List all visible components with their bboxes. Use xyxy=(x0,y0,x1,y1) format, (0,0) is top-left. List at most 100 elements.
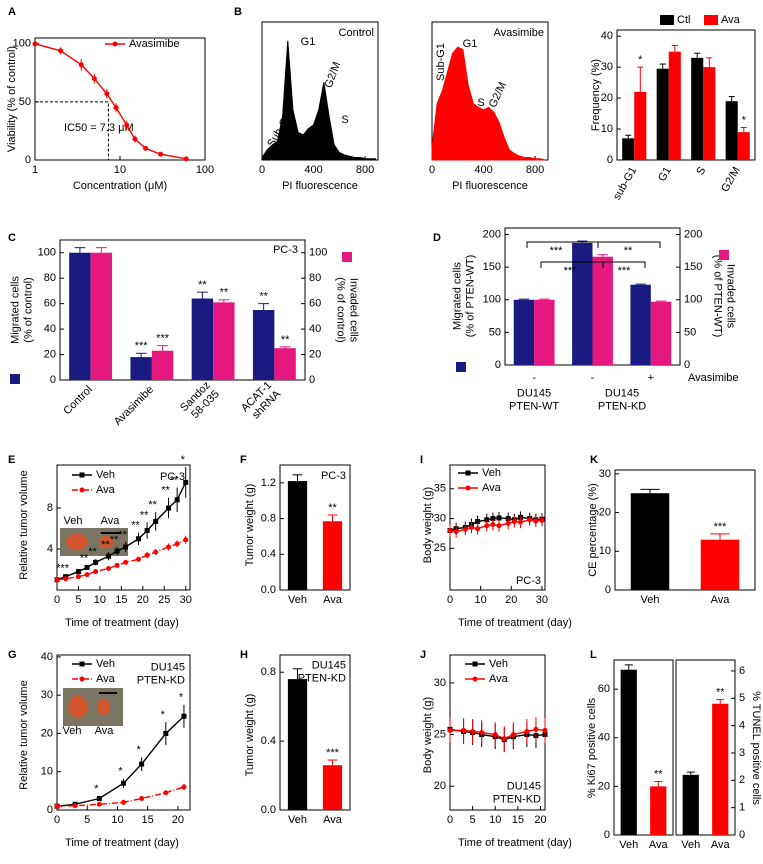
marker xyxy=(181,713,187,719)
panel-label: D xyxy=(433,232,441,244)
x-tick-label: 5 xyxy=(84,814,90,826)
x-tick-label: 30 xyxy=(180,594,192,606)
series-line xyxy=(449,728,546,741)
marker xyxy=(524,728,530,734)
x-tick-label: 400 xyxy=(304,164,322,176)
x-tick-label: 20 xyxy=(172,814,184,826)
marker xyxy=(163,790,169,796)
legend-label: Veh xyxy=(96,469,115,481)
significance: ** xyxy=(170,474,179,486)
series-line xyxy=(450,728,546,740)
marker xyxy=(123,544,129,550)
legend-label: Ava xyxy=(721,14,741,26)
y2-axis-label: Invaded cells(% of PTEN-WT) xyxy=(712,255,737,338)
marker xyxy=(475,519,481,525)
marker xyxy=(447,527,453,533)
y-tick-label: 0 xyxy=(739,829,745,841)
x-axis-label: Time of treatment (day) xyxy=(458,837,572,849)
significance: ** xyxy=(161,485,170,497)
x-tick-label: 10 xyxy=(94,594,106,606)
marker xyxy=(32,41,38,47)
y-axis-label: Frequency (%) xyxy=(590,59,602,131)
bar xyxy=(650,786,667,835)
panel-label: B xyxy=(234,6,242,18)
y-tick-label: 50 xyxy=(19,96,31,108)
legend-label: Ava xyxy=(96,673,116,685)
y-tick-label: 10 xyxy=(599,545,611,557)
marker xyxy=(144,528,150,534)
y-tick-label: 0 xyxy=(25,154,31,166)
panel-label: C xyxy=(8,232,16,244)
x-tick-label: 15 xyxy=(115,594,127,606)
y-axis-label: Migrated cells(% of control) xyxy=(10,276,35,344)
category-label: - xyxy=(532,372,536,384)
axes-frame xyxy=(279,654,351,811)
histogram-area xyxy=(431,46,546,161)
category-label: Ava xyxy=(711,594,731,606)
bar xyxy=(630,493,670,590)
significance: * xyxy=(638,54,643,66)
marker xyxy=(84,564,90,570)
marker xyxy=(143,145,149,151)
y-axis-label: % TUNEL positive cells xyxy=(750,691,762,805)
marker xyxy=(461,727,467,733)
axes-frame xyxy=(56,464,191,591)
y-tick-label: 150 xyxy=(684,261,702,273)
y-tick-label: 100 xyxy=(309,247,327,259)
category-label: Avasimibe xyxy=(112,384,156,428)
comparison-significance: *** xyxy=(550,245,564,257)
y-tick-label: 30 xyxy=(434,677,446,689)
bar xyxy=(622,138,635,160)
y-axis-label: % Ki67 positive cells xyxy=(586,697,598,798)
annotation: PC-3 xyxy=(516,575,541,587)
y-tick-label: 40 xyxy=(601,30,613,42)
marker xyxy=(183,156,189,162)
x-axis-label: Time of treatment (day) xyxy=(458,617,572,629)
marker xyxy=(183,537,189,543)
y-tick-label: 20 xyxy=(434,780,446,792)
annotation: Sub-G1 xyxy=(435,43,447,81)
axis-color-key xyxy=(10,374,20,384)
marker xyxy=(539,517,545,523)
significance: ** xyxy=(148,499,157,511)
marker xyxy=(136,536,142,542)
category-label: Ava xyxy=(711,839,731,851)
marker xyxy=(105,565,111,571)
marker xyxy=(517,519,523,525)
marker xyxy=(139,761,145,767)
x-tick-label: 10 xyxy=(489,814,501,826)
marker xyxy=(121,780,126,786)
x-tick-label: 20 xyxy=(534,814,546,826)
marker xyxy=(132,136,138,142)
marker xyxy=(533,518,539,524)
marker xyxy=(462,526,468,532)
marker xyxy=(174,497,180,503)
annotation: Control xyxy=(339,27,374,39)
axes-frame xyxy=(613,659,674,836)
annotation: IC50 = 7.3 μM xyxy=(64,122,134,134)
y-tick-label: 40 xyxy=(598,732,610,744)
significance: * xyxy=(742,114,747,126)
panel-label: K xyxy=(590,454,598,466)
category-label: Control xyxy=(61,384,95,418)
x-tick-label: 15 xyxy=(142,814,154,826)
significance: ** xyxy=(110,534,119,546)
significance: * xyxy=(161,709,166,721)
annotation: S xyxy=(341,114,348,126)
bar xyxy=(287,481,308,590)
axis-color-key xyxy=(456,362,466,372)
y-tick-label: 3 xyxy=(739,747,745,759)
x-tick-label: 20 xyxy=(137,594,149,606)
y-tick-label: 60 xyxy=(309,298,321,310)
marker xyxy=(163,730,169,736)
series-line xyxy=(34,43,187,160)
marker xyxy=(123,559,129,565)
significance: * xyxy=(94,783,99,795)
y-axis-label: Tumor weight (g) xyxy=(244,694,256,777)
marker xyxy=(105,553,111,559)
y-axis-label: CE percentage (%) xyxy=(587,483,599,577)
panel-label: A xyxy=(8,6,16,18)
category-label: ACAT-1shRNA xyxy=(239,379,284,424)
ic50-guide xyxy=(35,101,109,160)
y-tick-label: 4 xyxy=(47,543,53,555)
